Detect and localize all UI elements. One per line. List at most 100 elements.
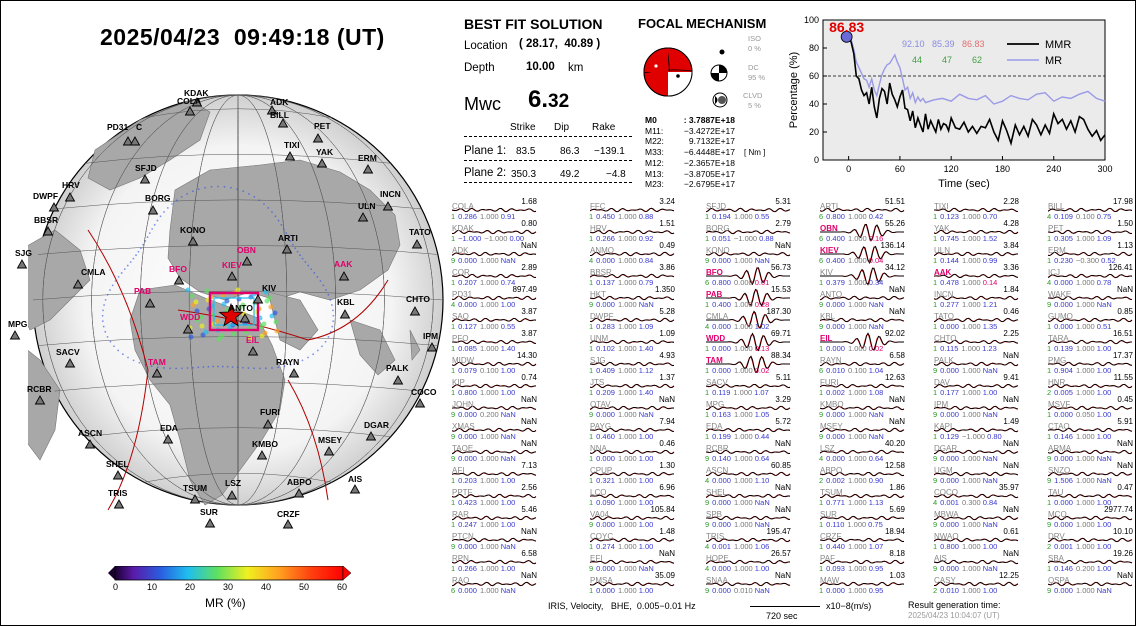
station-abpo[interactable]: ABPO [287,477,312,498]
waveform-trace-otav[interactable]: OTAV NaN 9 0.000 1.000 NaN [589,395,675,421]
station-mpg[interactable]: MPG [8,319,28,340]
station-ais[interactable]: AIS [348,474,363,494]
waveform-trace-crzf[interactable]: CRZF 18.94 1 0.440 1.000 1.07 [819,527,905,553]
waveform-trace-chto[interactable]: CHTO 2.25 1 0.115 1.000 1.23 [933,329,1019,355]
waveform-trace-dgar[interactable]: DGAR NaN 9 0.000 1.000 NaN [933,439,1019,465]
station-ipm[interactable]: IPM [423,331,438,352]
station-aak[interactable]: AAK [334,259,353,281]
station-bfo[interactable]: BFO [169,264,187,285]
waveform-trace-rayn[interactable]: RAYN 6.58 6 0.010 0.100 1.04 [819,351,905,377]
station-shel[interactable]: SHEL [106,459,129,480]
waveform-trace-sacv[interactable]: SACV 5.11 1 0.119 1.000 1.07 [705,373,791,399]
waveform-trace-tixi[interactable]: TIXI 2.28 1 0.123 1.000 0.70 [933,197,1019,223]
waveform-trace-dwpf[interactable]: DWPF 5.28 1 0.283 1.000 1.09 [589,307,675,333]
waveform-trace-kapi[interactable]: KAPI 1.49 1 0.129 −1.000 0.80 [933,417,1019,443]
station-kono[interactable]: KONO [180,225,206,246]
waveform-trace-aak[interactable]: AAK 3.36 1 0.478 1.000 0.14 [933,263,1019,289]
waveform-trace-ffc[interactable]: FFC 3.24 1 0.450 1.000 0.88 [589,197,675,223]
station-crzf[interactable]: CRZF [277,509,300,529]
station-dwpf[interactable]: DWPF [33,191,60,212]
station-tixi[interactable]: TIXI [284,140,300,161]
station-ascn[interactable]: ASCN [78,428,102,449]
waveform-trace-pmg[interactable]: PMG 17.37 1 0.904 1.000 1.00 [1047,351,1133,377]
waveform-trace-nwao[interactable]: NWAO 0.61 1 0.800 1.000 1.00 [933,527,1019,553]
station-bbsr[interactable]: BBSR [34,215,58,236]
station-dgar[interactable]: DGAR [364,420,389,441]
waveform-trace-xmas[interactable]: XMAS NaN 9 0.000 1.000 NaN [451,417,537,443]
station-kiv[interactable]: KIV [252,283,277,304]
waveform-trace-msey[interactable]: MSEY NaN 9 0.000 1.000 NaN [819,417,905,443]
waveform-trace-pet[interactable]: PET 1.50 1 0.305 1.000 1.09 [1047,219,1133,245]
waveform-trace-pptf[interactable]: PPTF 2.56 1 0.423 1.000 1.00 [451,483,537,509]
station-tsum[interactable]: TSUM [183,483,207,504]
waveform-trace-ptcn[interactable]: PTCN NaN 9 0.000 1.000 NaN [451,527,537,553]
waveform-trace-ctao[interactable]: CTAO 5.91 1 0.146 1.000 1.00 [1047,417,1133,443]
waveform-trace-bill[interactable]: BILL 17.98 4 0.109 0.100 0.75 [1047,197,1133,223]
waveform-trace-kdak[interactable]: KDAK 0.80 1 −1.000 −1.000 0.00 [451,219,537,245]
waveform-trace-cola[interactable]: COLA 1.68 1 0.286 1.000 0.91 [451,197,537,223]
waveform-trace-hrv[interactable]: HRV 1.51 1 0.266 1.000 0.92 [589,219,675,245]
waveform-trace-dav[interactable]: DAV 9.41 1 0.177 1.000 1.00 [933,373,1019,399]
waveform-trace-tara[interactable]: TARA 16.51 1 0.139 1.000 1.00 [1047,329,1133,355]
station-rcbr[interactable]: RCBR [27,384,52,405]
waveform-trace-adk[interactable]: ADK NaN 9 0.000 1.000 NaN [451,241,537,267]
waveform-trace-tam[interactable]: TAM 88.34 1 0.000 1.000 0.02 [705,351,791,377]
waveform-trace-eda[interactable]: EDA 5.72 1 0.199 1.000 0.44 [705,417,791,443]
waveform-trace-sao[interactable]: SAO 3.87 1 0.127 1.000 0.55 [451,307,537,333]
waveform-trace-anmo[interactable]: ANMO 0.49 4 0.000 1.000 0.84 [589,241,675,267]
waveform-trace-nna[interactable]: NNA 0.46 1 0.000 1.000 1.00 [589,439,675,465]
waveform-trace-jts[interactable]: JTS 1.37 1 0.209 1.000 1.40 [589,373,675,399]
station-pet[interactable]: PET [312,121,332,143]
waveform-trace-mcq[interactable]: MCQ 2977.74 9 0.000 1.000 1.00 [1047,505,1133,531]
waveform-trace-kiv[interactable]: KIV 34.12 1 0.379 1.000 0.34 [819,263,905,289]
waveform-trace-mbwa[interactable]: MBWA NaN 9 0.000 1.000 NaN [933,505,1019,531]
station-chto[interactable]: CHTO [406,294,430,316]
waveform-trace-sba[interactable]: SBA 19.26 1 0.146 0.200 1.00 [1047,549,1133,575]
station-palk[interactable]: PALK [386,363,409,385]
waveform-trace-tau[interactable]: TAU 0.47 1 0.000 1.000 1.00 [1047,483,1133,509]
waveform-trace-msvf[interactable]: MSVF 0.45 1 0.000 0.050 1.00 [1047,395,1133,421]
waveform-trace-kbl[interactable]: KBL NaN 9 0.000 1.000 NaN [819,307,905,333]
waveform-trace-pab[interactable]: PAB 15.53 1 0.400 1.000 0.28 [705,285,791,311]
waveform-trace-hkt[interactable]: HKT 1.350 9 0.000 1.000 NaN [589,285,675,311]
waveform-trace-sur[interactable]: SUR 5.69 1 0.110 1.000 0.75 [819,505,905,531]
waveform-trace-efi[interactable]: EFI NaN 9 0.000 1.000 NaN [589,549,675,575]
waveform-trace-borg[interactable]: BORG 2.79 1 0.051 −1.000 0.88 [705,219,791,245]
waveform-trace-hope[interactable]: HOPE 26.57 4 0.000 1.000 1.00 [705,549,791,575]
waveform-trace-yak[interactable]: YAK 4.28 1 0.745 1.000 1.52 [933,219,1019,245]
station-arti[interactable]: ARTI [278,233,298,254]
waveform-trace-qspa[interactable]: QSPA NaN 9 0.000 1.000 NaN [1047,571,1133,597]
waveform-trace-tato[interactable]: TATO 0.46 1 0.000 1.000 1.35 [933,307,1019,333]
waveform-trace-hnr[interactable]: HNR 11.55 2 0.005 1.000 1.00 [1047,373,1133,399]
waveform-trace-kmbo[interactable]: KMBO NaN 9 0.000 1.000 NaN [819,395,905,421]
station-eda[interactable]: EDA [160,423,178,444]
waveform-trace-ipm[interactable]: IPM NaN 9 0.000 1.000 NaN [933,395,1019,421]
waveform-trace-sfjd[interactable]: SFJD 5.31 1 0.194 1.000 0.55 [705,197,791,223]
waveform-trace-midw[interactable]: MIDW 14.30 1 0.079 0.100 1.00 [451,351,537,377]
station-tam[interactable]: TAM [148,357,166,378]
station-obn[interactable]: OBN [237,245,256,266]
waveform-trace-paf[interactable]: PAF 8.18 1 0.093 1.000 0.95 [819,549,905,575]
station-borg[interactable]: BORG [145,193,171,215]
waveform-trace-incn[interactable]: INCN 1.84 1 0.277 1.000 1.21 [933,285,1019,311]
station-incn[interactable]: INCN [380,189,401,211]
waveform-trace-pmsa[interactable]: PMSA 35.09 1 0.000 1.000 1.00 [589,571,675,597]
station-kmbo[interactable]: KMBO [252,439,278,460]
station-cola[interactable]: COLA [177,96,201,116]
station-cmla[interactable]: CMLA [72,267,106,289]
waveform-trace-erm[interactable]: ERM 1.13 1 0.230 −0.300 0.52 [1047,241,1133,267]
station-bill[interactable]: BILL [270,110,289,128]
station-pd31[interactable]: PD31 [107,122,134,146]
waveform-trace-rao[interactable]: RAO NaN 6 0.000 1.000 NaN [451,571,537,597]
waveform-trace-coco[interactable]: COCO 35.97 4 0.001 0.300 0.84 [933,483,1019,509]
waveform-trace-uln[interactable]: ULN 3.84 1 0.144 1.000 0.99 [933,241,1019,267]
station-tato[interactable]: TATO [409,227,431,249]
station-sacv[interactable]: SACV [56,347,80,368]
waveform-trace-ugm[interactable]: UGM NaN 9 0.000 1.000 NaN [933,461,1019,487]
station-eil[interactable]: EIL [246,335,259,356]
waveform-trace-kiev[interactable]: KIEV 136.14 6 0.400 1.000 0.04 [819,241,905,267]
station-furi[interactable]: FURI [260,407,280,429]
waveform-trace-anto[interactable]: ANTO NaN 9 0.000 1.000 NaN [819,285,905,311]
waveform-trace-lco[interactable]: LCO 6.96 1 0.090 1.000 1.00 [589,483,675,509]
waveform-trace-rpn[interactable]: RPN 6.58 1 0.266 1.000 1.00 [451,549,537,575]
